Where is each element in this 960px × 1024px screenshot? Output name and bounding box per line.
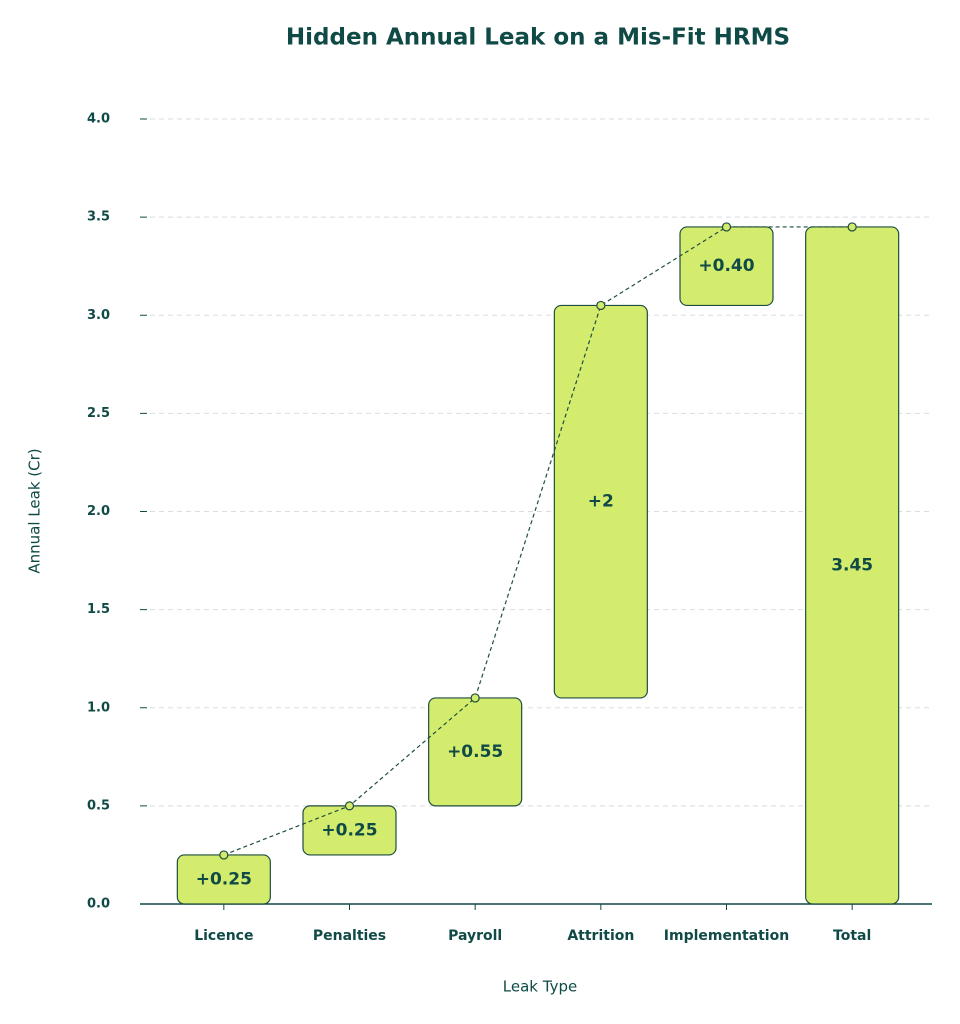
value-label: +2: [588, 492, 614, 512]
connector-point: [344, 801, 355, 811]
x-tick-label: Penalties: [313, 928, 386, 944]
x-axis-title: Leak Type: [503, 978, 577, 996]
value-label: +0.55: [447, 742, 503, 762]
y-tick-label: 0.0: [87, 897, 110, 912]
x-tick-label: Total: [833, 928, 871, 944]
y-tick-label: 3.0: [87, 308, 110, 323]
y-tick-label: 4.0: [87, 112, 110, 127]
value-label: +0.25: [321, 820, 377, 840]
y-axis-title: Annual Leak (Cr): [26, 448, 44, 573]
connector-point: [847, 222, 857, 232]
y-tick-label: 1.0: [87, 700, 110, 715]
chart-title: Hidden Annual Leak on a Mis-Fit HRMS: [286, 25, 790, 51]
y-tick-label: 3.5: [87, 210, 110, 225]
y-tick-label: 0.5: [87, 798, 110, 813]
x-tick-label: Attrition: [567, 928, 634, 944]
value-label: 3.45: [831, 555, 873, 575]
connector-point: [219, 850, 229, 860]
value-label: +0.25: [196, 869, 252, 889]
connector-point: [596, 300, 606, 311]
x-tick-label: Licence: [194, 928, 253, 944]
connector-point: [470, 693, 480, 703]
y-tick-label: 2.5: [87, 406, 110, 421]
y-tick-label: 1.5: [87, 602, 110, 617]
connector-line: [223, 226, 853, 856]
x-tick-label: Payroll: [448, 928, 502, 944]
x-tick-label: Implementation: [664, 928, 789, 944]
value-label: +0.40: [698, 256, 754, 276]
y-tick-label: 2.0: [87, 504, 110, 519]
connector-point: [721, 222, 732, 232]
